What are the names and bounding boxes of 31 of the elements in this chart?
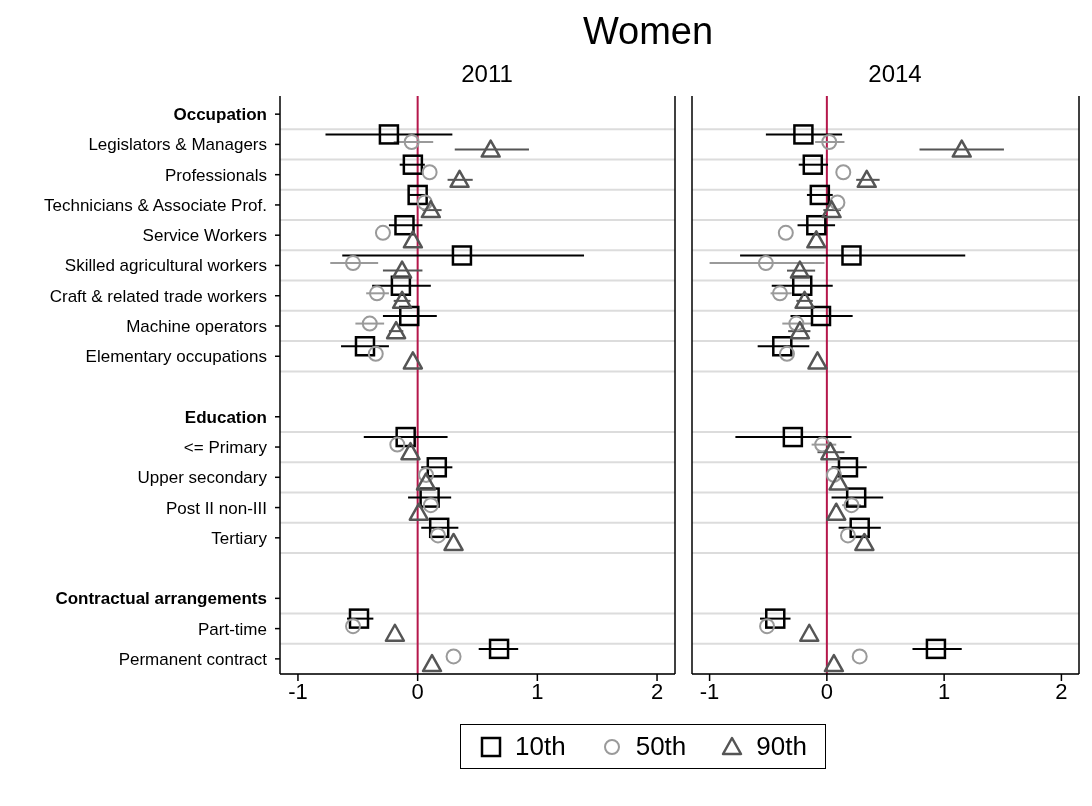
y-tick-label: Craft & related trade workers — [49, 286, 267, 306]
legend-label: 50th — [635, 731, 687, 762]
legend-label: 90th — [756, 731, 807, 762]
y-tick-label: Professionals — [164, 165, 267, 185]
chart-subtitle: 2014 — [867, 60, 923, 89]
y-tick-label: Machine operators — [126, 316, 267, 336]
legend-label: 10th — [515, 731, 566, 762]
y-tick-label: Legislators & Managers — [88, 135, 267, 155]
y-tick-label: Post II non-III — [165, 498, 267, 518]
x-tick-label: 2 — [1055, 678, 1068, 704]
y-tick-label: Permanent contract — [118, 649, 268, 669]
y-tick-label: Service Workers — [142, 226, 267, 246]
y-tick-label: Skilled agricultural workers — [64, 256, 267, 276]
x-tick-label: 1 — [938, 678, 951, 704]
y-tick-label: Part-time — [198, 619, 267, 639]
y-tick-label: Contractual arrangements — [55, 589, 267, 609]
x-tick-label: -1 — [288, 678, 308, 704]
y-tick-label: Occupation — [173, 105, 267, 125]
x-tick-label: 0 — [820, 678, 833, 704]
x-tick-label: 2 — [650, 678, 664, 704]
y-tick-label: Education — [184, 407, 267, 427]
y-tick-label: <= Primary — [183, 438, 268, 458]
y-tick-label: Technicians & Associate Prof. — [43, 195, 267, 215]
x-tick-label: 0 — [411, 678, 424, 704]
chart-title: Women — [581, 9, 715, 54]
y-tick-label: Elementary occupations — [85, 347, 267, 367]
chart-subtitle: 2011 — [460, 60, 514, 89]
y-tick-label: Upper secondary — [137, 468, 268, 488]
x-tick-label: 1 — [531, 678, 544, 704]
x-tick-label: -1 — [699, 678, 720, 704]
y-tick-label: Tertiary — [211, 528, 268, 548]
